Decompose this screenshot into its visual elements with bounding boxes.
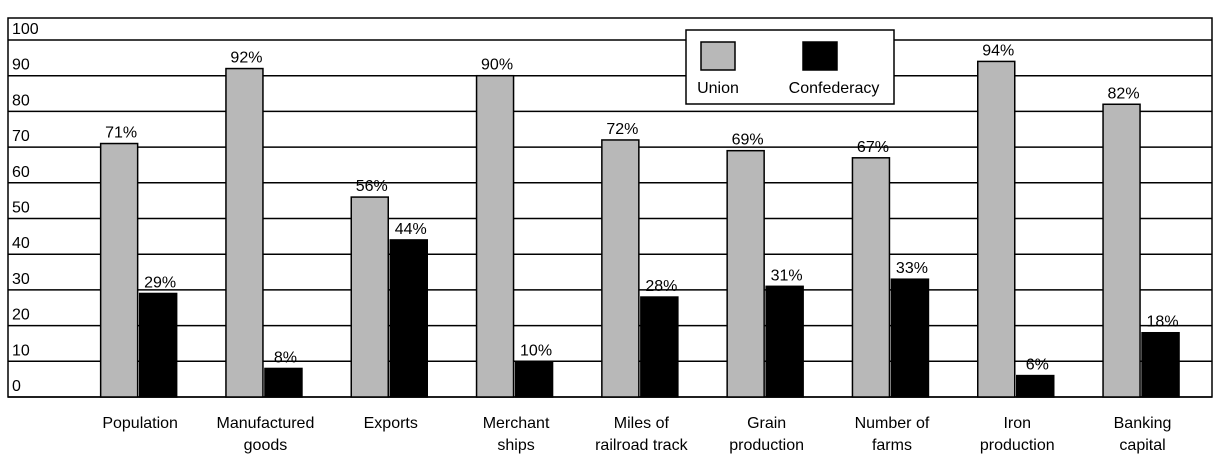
x-tick-label: Exports xyxy=(364,415,418,432)
value-label: 44% xyxy=(395,221,427,238)
bar xyxy=(890,278,930,398)
x-tick-label: Manufactured goods xyxy=(217,415,315,454)
y-tick-label: 10 xyxy=(12,342,30,359)
x-tick-label: Merchant ships xyxy=(483,415,550,454)
y-tick-label: 0 xyxy=(12,378,21,395)
bar xyxy=(1141,331,1180,398)
y-tick-label: 30 xyxy=(12,271,30,288)
legend-swatch xyxy=(700,41,736,71)
y-tick-label: 40 xyxy=(12,235,30,252)
bar xyxy=(851,157,891,398)
value-label: 71% xyxy=(105,125,137,142)
bar xyxy=(765,285,804,398)
bar xyxy=(977,60,1016,398)
bar xyxy=(350,196,389,398)
x-tick-label: Number of farms xyxy=(855,415,930,454)
y-tick-label: 70 xyxy=(12,128,30,145)
bar xyxy=(1102,103,1141,398)
value-label: 82% xyxy=(1108,85,1140,102)
value-label: 29% xyxy=(144,274,176,291)
value-label: 18% xyxy=(1147,314,1179,331)
value-label: 94% xyxy=(982,42,1014,59)
bar xyxy=(601,139,640,398)
value-label: 67% xyxy=(857,139,889,156)
value-label: 90% xyxy=(481,57,513,74)
value-label: 31% xyxy=(771,267,803,284)
value-label: 8% xyxy=(274,349,297,366)
y-tick-label: 100 xyxy=(12,21,39,38)
bar xyxy=(640,296,679,398)
bar xyxy=(389,239,428,398)
bar xyxy=(1016,374,1055,398)
value-label: 92% xyxy=(230,50,262,67)
bar xyxy=(514,360,554,398)
y-tick-label: 80 xyxy=(12,92,30,109)
bar xyxy=(138,292,178,398)
legend-label: Confederacy xyxy=(789,80,880,97)
value-label: 69% xyxy=(732,132,764,149)
x-tick-label: Miles of railroad track xyxy=(595,415,688,454)
bar xyxy=(726,149,765,398)
legend-label: Union xyxy=(697,80,739,97)
y-tick-label: 60 xyxy=(12,164,30,181)
value-label: 72% xyxy=(606,121,638,138)
value-label: 10% xyxy=(520,342,552,359)
x-tick-label: Population xyxy=(102,415,178,432)
y-tick-label: 90 xyxy=(12,57,30,74)
bar xyxy=(475,74,515,398)
value-label: 56% xyxy=(356,178,388,195)
bar xyxy=(225,67,264,398)
value-label: 33% xyxy=(896,260,928,277)
value-label: 28% xyxy=(645,278,677,295)
x-tick-label: Banking capital xyxy=(1114,415,1172,454)
bar xyxy=(264,367,303,398)
x-tick-label: Grain production xyxy=(729,415,804,454)
x-tick-label: Iron production xyxy=(980,415,1055,454)
y-tick-label: 50 xyxy=(12,200,30,217)
y-tick-label: 20 xyxy=(12,307,30,324)
legend-swatch xyxy=(802,41,838,71)
bar xyxy=(99,142,139,398)
value-label: 6% xyxy=(1026,357,1049,374)
